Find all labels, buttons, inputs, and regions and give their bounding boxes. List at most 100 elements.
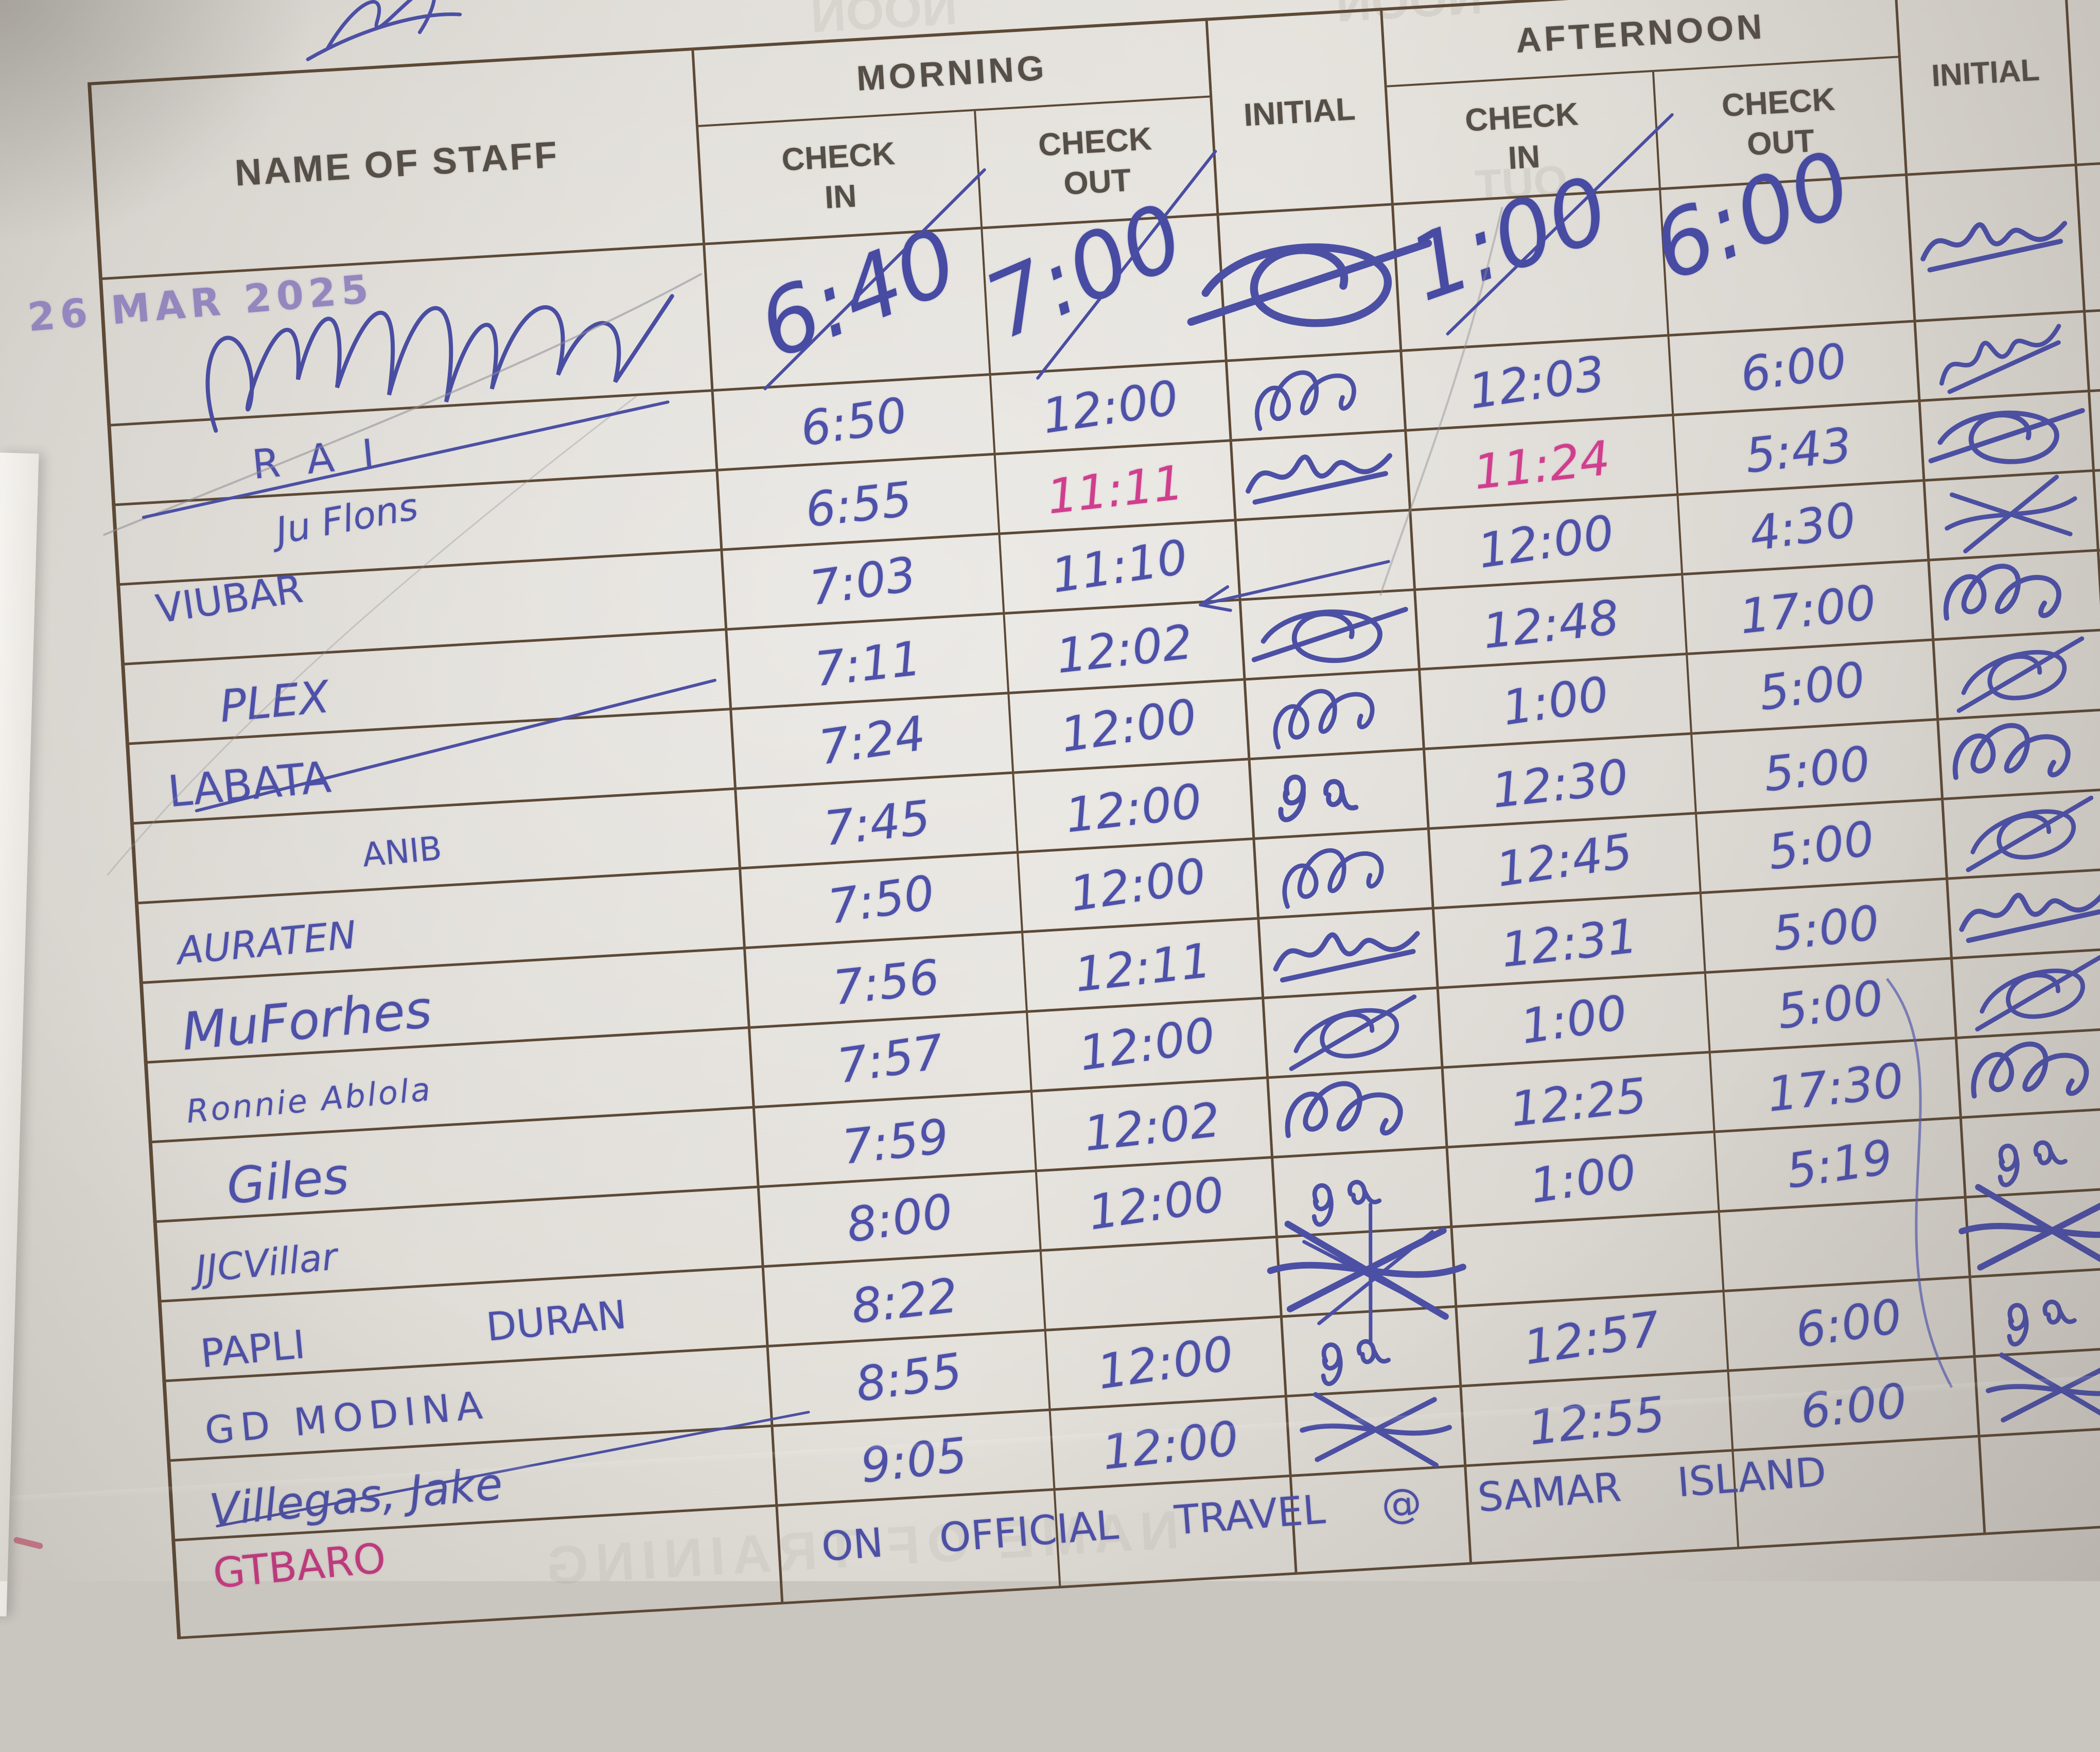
- morning-check-out-value: 11:11: [1044, 455, 1186, 525]
- morning-check-in-value: 7:24: [815, 706, 929, 776]
- initial-cell: [1934, 631, 2100, 721]
- staff-name: AURATEN: [175, 913, 358, 974]
- morning-check-out-cell: 11:10: [1000, 521, 1241, 615]
- morning-check-in-cell: 6:40: [705, 208, 991, 392]
- morning-check-out-value: 12:00: [1099, 1411, 1241, 1481]
- morning-check-out-cell: 12:00: [1051, 1397, 1292, 1491]
- afternoon-check-out-value: 5:00: [1764, 811, 1878, 881]
- initial-cell: [1907, 166, 2086, 323]
- morning-check-in-value: 6:55: [802, 471, 915, 538]
- initial-cell: [1264, 989, 1444, 1079]
- afternoon-check-in-cell: 12:25: [1443, 1053, 1716, 1149]
- afternoon-check-in-value: 1:00: [1498, 666, 1612, 737]
- header-initial-afternoon: INITIAL: [1896, 0, 2077, 176]
- initial-label: INITIAL: [1930, 52, 2041, 93]
- header-initial-morning: INITIAL: [1207, 7, 1394, 216]
- afternoon-check-out-cell: [1720, 1198, 1971, 1292]
- afternoon-check-in-cell: 1:00: [1393, 156, 1670, 352]
- initial-cell: [1283, 1307, 1462, 1398]
- initial-cell: [1953, 950, 2100, 1039]
- staff-name: PLEX: [217, 671, 332, 733]
- afternoon-check-out-cell: 6:00: [1669, 322, 1921, 416]
- morning-check-out-cell: 12:00: [1028, 999, 1269, 1093]
- afternoon-check-in-value: 12:00: [1475, 504, 1618, 579]
- afternoon-check-in-cell: 1:00: [1448, 1133, 1720, 1229]
- afternoon-check-out-value: 17:00: [1737, 575, 1879, 645]
- initial-cell: [1236, 511, 1416, 601]
- signature-scribble-icon: [1288, 1385, 1463, 1477]
- staff-name: JJCVillar: [194, 1235, 339, 1291]
- afternoon-check-in-cell: 12:55: [1462, 1372, 1734, 1467]
- afternoon-check-in-value: 12:31: [1498, 908, 1640, 978]
- initial-cell: [1246, 670, 1426, 761]
- staff-name: RAI: [250, 428, 405, 488]
- signature-scribble-icon: [1955, 1027, 2100, 1119]
- afternoon-check-out-value: 17:30: [1764, 1053, 1906, 1123]
- staff-name: LABATA: [166, 751, 333, 817]
- morning-check-out-value: 12:00: [1094, 1326, 1237, 1400]
- morning-check-out-value: 12:00: [1062, 774, 1205, 844]
- morning-check-in-value: 8:00: [843, 1183, 956, 1254]
- header-name-label: NAME OF STAFF: [234, 134, 561, 194]
- afternoon-check-out-cell: 5:43: [1674, 402, 1926, 496]
- morning-check-out-cell: 12:00: [1009, 680, 1251, 774]
- morning-check-in-value: 9:05: [857, 1427, 970, 1494]
- morning-check-in-cell: 7:57: [750, 1012, 1033, 1109]
- afternoon-check-out-value: 5:00: [1755, 651, 1869, 722]
- staff-name: [107, 357, 143, 360]
- afternoon-check-out-cell: 4:30: [1678, 481, 1930, 576]
- morning-check-in-value: 7:45: [821, 790, 933, 857]
- initial-cell: [1948, 870, 2100, 960]
- afternoon-check-out-value: 6:00: [1737, 332, 1850, 403]
- morning-check-out-cell: 12:11: [1023, 919, 1265, 1013]
- initial-cell: [1980, 1427, 2100, 1535]
- afternoon-check-in-cell: 1:00: [1439, 973, 1711, 1069]
- top-scribble: [306, 0, 462, 61]
- afternoon-check-out-value: 5:00: [1770, 895, 1882, 962]
- afternoon-check-out-cell: 6:00: [1639, 131, 1916, 337]
- afternoon-check-out-cell: 17:30: [1710, 1039, 1962, 1133]
- staff-name: Ronnie Ablola: [185, 1070, 434, 1131]
- afternoon-check-in-value: 12:03: [1465, 345, 1609, 420]
- afternoon-check-in-value: 1:00: [1517, 985, 1631, 1055]
- afternoon-check-in-cell: 12:48: [1416, 575, 1688, 671]
- afternoon-check-out-cell: 5:00: [1706, 959, 1958, 1054]
- morning-check-out-cell: 12:00: [1019, 839, 1260, 934]
- morning-check-out-cell: 12:02: [1032, 1079, 1274, 1172]
- morning-check-out-cell: [1041, 1238, 1283, 1331]
- afternoon-check-in-cell: [1452, 1213, 1725, 1308]
- afternoon-check-in-value: 12:57: [1520, 1301, 1664, 1376]
- afternoon-check-out-cell: 17:00: [1683, 561, 1935, 655]
- initial-cell: [1967, 1188, 2100, 1278]
- afternoon-check-in-value: 11:24: [1471, 430, 1613, 500]
- morning-check-out-cell: 12:00: [1014, 760, 1255, 854]
- staff-name: ANIB: [360, 829, 444, 875]
- morning-check-in-cell: 9:05: [773, 1411, 1056, 1507]
- initial-cell: [1287, 1385, 1467, 1477]
- morning-check-out-cell: 12:02: [1005, 601, 1246, 694]
- morning-check-in-value: 7:59: [839, 1109, 951, 1176]
- afternoon-check-out-cell: 5:00: [1701, 880, 1953, 974]
- initial-cell: [1975, 1347, 2100, 1438]
- afternoon-check-in-cell: 12:31: [1434, 894, 1706, 989]
- morning-check-in-cell: 6:50: [713, 375, 996, 471]
- afternoon-check-in-cell: 12:03: [1402, 336, 1674, 432]
- morning-check-out-value: 12:00: [1066, 848, 1210, 922]
- morning-check-in-cell: 7:24: [732, 694, 1014, 790]
- morning-check-out-cell: 12:00: [1037, 1158, 1279, 1252]
- signature-scribble-icon: [1907, 197, 2083, 289]
- afternoon-check-in-cell: 12:45: [1429, 814, 1702, 910]
- afternoon-check-in-value: 12:45: [1493, 823, 1636, 898]
- afternoon-check-out-cell: 5:00: [1692, 720, 1944, 815]
- afternoon-check-out-cell: 5:19: [1715, 1118, 1967, 1213]
- morning-check-out-cell: 12:00: [1046, 1318, 1287, 1411]
- morning-check-in-value: 8:22: [848, 1268, 960, 1335]
- morning-check-in-value: 7:11: [812, 630, 924, 697]
- afternoon-check-out-cell: 5:00: [1688, 641, 1939, 735]
- header-name-of-staff: NAME OF STAFF: [87, 47, 706, 281]
- initial-cell: [1957, 1029, 2100, 1119]
- afternoon-check-out-value: 5:00: [1761, 735, 1873, 802]
- morning-check-in-value: 7:56: [830, 949, 942, 1016]
- afternoon-check-in-cell: 1:00: [1421, 655, 1693, 750]
- initial-cell: [1925, 472, 2099, 562]
